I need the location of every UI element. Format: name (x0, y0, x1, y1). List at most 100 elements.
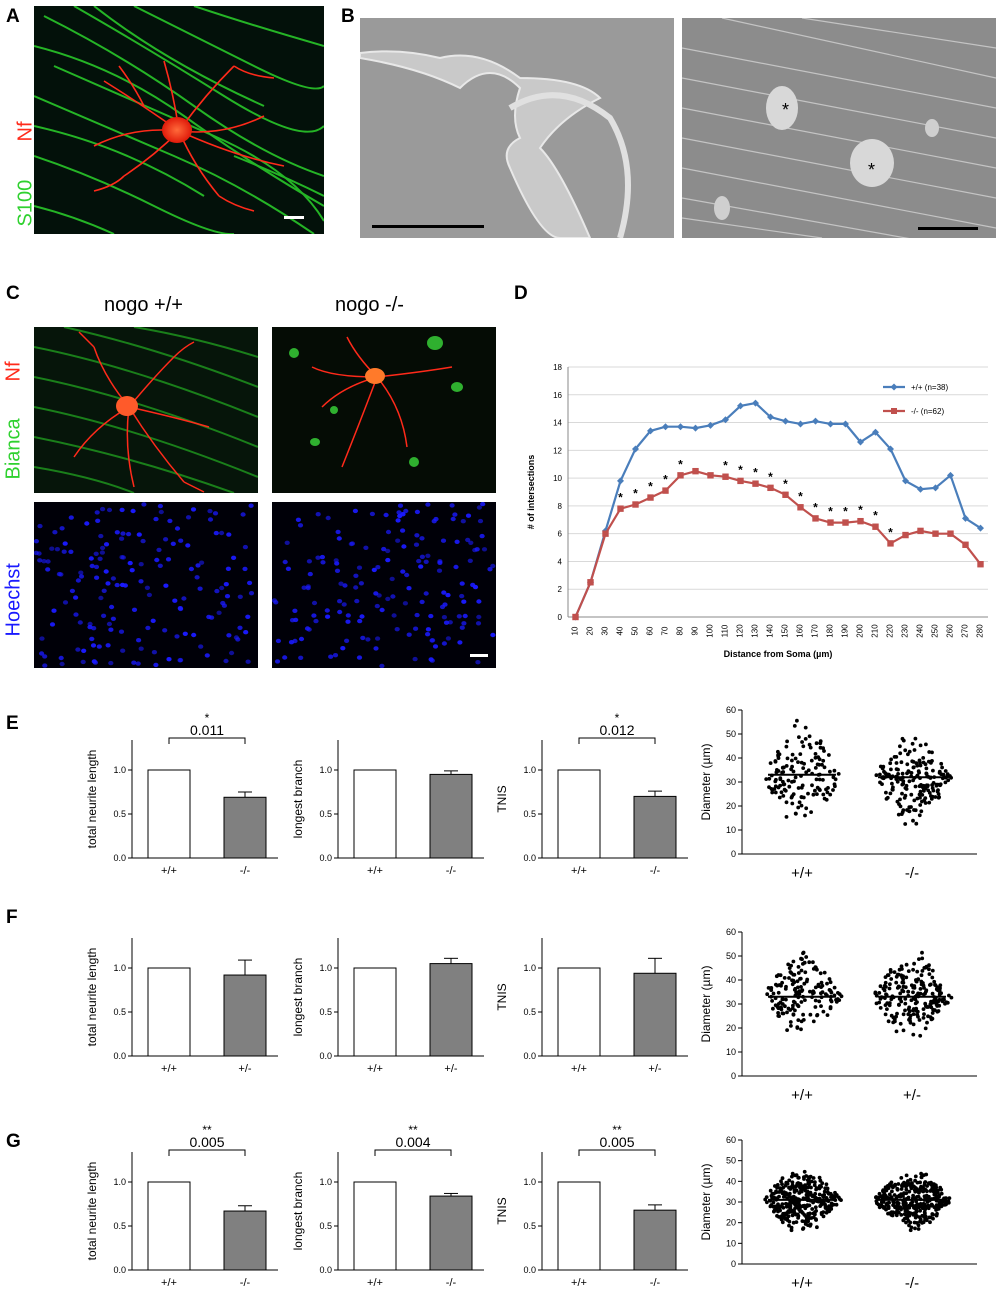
data-point (768, 1188, 773, 1193)
data-point (819, 1184, 823, 1189)
nucleus-dot (226, 532, 232, 537)
data-point (827, 988, 832, 992)
data-point (775, 1206, 780, 1210)
data-point-ko (902, 531, 909, 539)
data-point (795, 1003, 800, 1007)
data-point (825, 1190, 830, 1194)
data-point (775, 768, 779, 772)
bar-mutant (429, 773, 473, 859)
data-point (901, 1182, 905, 1186)
data-point (766, 986, 771, 990)
data-point (912, 798, 917, 803)
data-point (904, 1173, 909, 1178)
data-point (824, 1182, 829, 1187)
data-point (810, 1207, 815, 1211)
data-point (795, 979, 800, 984)
data-point (926, 1014, 930, 1019)
data-point (799, 1027, 803, 1032)
data-point (882, 769, 886, 774)
nucleus-dot (304, 626, 311, 631)
data-point (883, 980, 888, 985)
fluorescence-image-c-wt (34, 327, 258, 493)
data-point-ko (572, 613, 579, 621)
nucleus-dot (223, 658, 229, 664)
data-point (827, 753, 831, 757)
nucleus-dot (445, 592, 451, 598)
series-line-wt (574, 401, 982, 618)
data-point (879, 1200, 884, 1204)
data-point (800, 740, 804, 744)
data-point (822, 970, 827, 975)
data-point (892, 970, 897, 974)
data-point (923, 762, 928, 767)
nucleus-dot (352, 508, 358, 514)
nucleus-dot (338, 581, 344, 586)
nucleus-dot (369, 511, 375, 517)
data-point (901, 977, 905, 982)
data-point (788, 1204, 793, 1208)
nucleus-dot (49, 546, 55, 551)
data-point (891, 1210, 896, 1215)
nucleus-dot (110, 576, 116, 581)
data-point (796, 1216, 800, 1220)
data-point (797, 1203, 802, 1207)
data-point (920, 793, 925, 797)
nucleus-dot (324, 608, 330, 613)
data-point (945, 1000, 950, 1005)
data-point (813, 985, 818, 990)
y-tick-label: 50 (726, 729, 736, 739)
data-point (818, 971, 823, 976)
x-tick-label: 100 (706, 624, 715, 638)
data-point (895, 1208, 899, 1212)
data-point (824, 1210, 829, 1215)
nucleus-dot (129, 568, 135, 573)
data-point (899, 964, 904, 969)
nucleus-dot (401, 544, 407, 549)
y-tick-label: 20 (726, 1023, 736, 1033)
y-tick-label: 0.0 (523, 1051, 536, 1061)
data-point (926, 759, 931, 764)
nucleus-dot (476, 599, 482, 604)
data-point (807, 1180, 812, 1184)
y-tick-label: 1.0 (523, 765, 536, 775)
data-point (792, 972, 797, 977)
y-tick-label: 2 (558, 585, 563, 594)
y-tick-label: 1.0 (319, 963, 332, 973)
data-point-wt (842, 420, 849, 428)
data-point (780, 1011, 785, 1016)
data-point (806, 1219, 810, 1224)
data-point (932, 1182, 936, 1186)
x-tick-label: +/+ (571, 865, 587, 877)
y-tick-label: 40 (726, 1176, 736, 1186)
y-tick-label: 1.0 (523, 1177, 536, 1187)
nucleus-dot (138, 579, 144, 584)
data-point (936, 1190, 940, 1195)
nucleus-dot (242, 566, 248, 572)
data-point (888, 1182, 892, 1186)
data-point-wt (797, 420, 804, 428)
data-point (809, 758, 814, 763)
stain-label-green-c: Bianca (2, 418, 25, 480)
data-point (828, 769, 832, 774)
data-point (897, 1003, 901, 1007)
data-point (918, 763, 923, 768)
x-tick-label: -/- (650, 1277, 661, 1289)
data-point (907, 809, 911, 813)
data-point-wt (737, 402, 744, 410)
legend-label: -/- (n=62) (911, 407, 944, 416)
nucleus-dot (229, 650, 235, 656)
data-point (801, 1012, 805, 1017)
nucleus-dot (177, 658, 183, 663)
data-point (929, 1005, 934, 1010)
significance-asterisk: * (663, 473, 668, 487)
nucleus-dot (292, 608, 298, 613)
x-tick-label: 220 (886, 624, 895, 638)
bar-wt (557, 967, 601, 1057)
data-point (922, 1187, 927, 1192)
data-point (815, 785, 820, 790)
nucleus-dot (345, 619, 351, 624)
data-point (938, 782, 943, 787)
data-point (924, 1218, 929, 1223)
y-axis-title: TNIS (495, 1197, 509, 1224)
data-point (801, 950, 806, 955)
